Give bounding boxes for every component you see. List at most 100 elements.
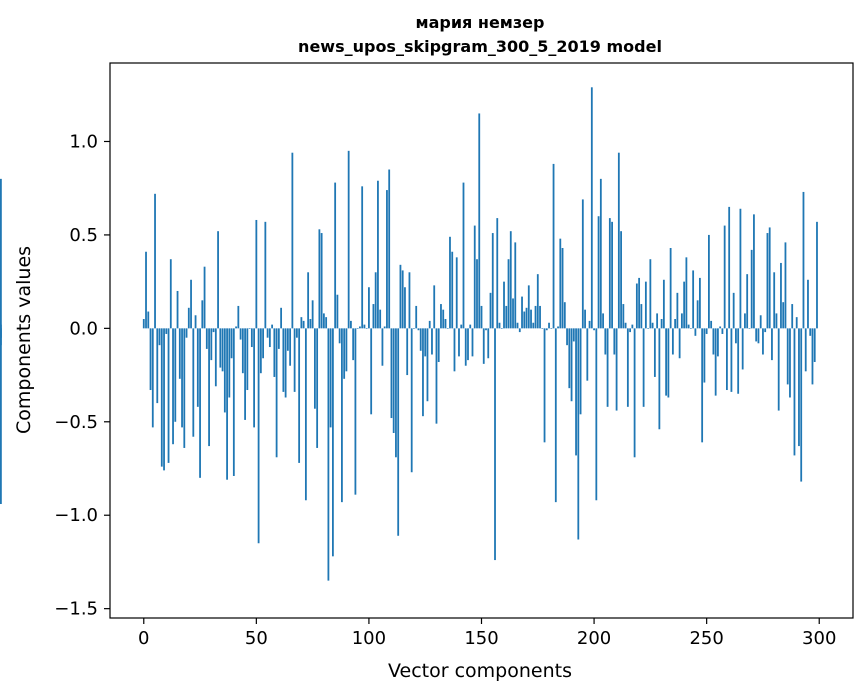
bar-252 bbox=[710, 320, 713, 329]
bar-180 bbox=[548, 322, 550, 329]
bar-117 bbox=[406, 328, 409, 376]
bar-53 bbox=[262, 328, 264, 359]
bar-188 bbox=[566, 328, 568, 346]
bar-13 bbox=[172, 328, 174, 445]
y-tick-label: −0.5 bbox=[54, 412, 98, 433]
bar-224 bbox=[647, 328, 650, 329]
bar-8 bbox=[160, 328, 163, 467]
bar-261 bbox=[730, 328, 733, 392]
bar-206 bbox=[606, 328, 609, 407]
bar-93 bbox=[352, 328, 355, 361]
bar-34 bbox=[219, 328, 222, 368]
bar-157 bbox=[496, 218, 499, 329]
bar-145 bbox=[469, 324, 472, 329]
bar-91 bbox=[347, 150, 350, 329]
bar-36 bbox=[223, 328, 226, 413]
bar-51 bbox=[257, 328, 260, 544]
bar-152 bbox=[485, 328, 487, 331]
bar-198 bbox=[588, 320, 591, 329]
bar-272 bbox=[755, 328, 758, 342]
x-tick-label: 100 bbox=[352, 628, 386, 649]
bar-66 bbox=[291, 152, 294, 329]
bar-10 bbox=[165, 328, 168, 334]
x-tick-label: 0 bbox=[138, 628, 149, 649]
bar-94 bbox=[354, 328, 357, 495]
bar-17 bbox=[181, 328, 183, 428]
bar-277 bbox=[766, 233, 769, 329]
bar-235 bbox=[671, 328, 674, 355]
x-tick-label: 200 bbox=[577, 628, 611, 649]
bar-11 bbox=[167, 328, 170, 463]
bar-96 bbox=[359, 326, 361, 329]
bar-218 bbox=[633, 328, 636, 458]
bar-171 bbox=[527, 285, 530, 329]
bar-208 bbox=[611, 221, 613, 329]
bar-98 bbox=[363, 324, 366, 329]
bar-212 bbox=[620, 231, 622, 329]
bar-298 bbox=[813, 328, 816, 362]
bar-72 bbox=[304, 328, 307, 501]
bar-102 bbox=[372, 304, 375, 329]
bar-287 bbox=[789, 328, 791, 398]
bar-57 bbox=[271, 324, 274, 329]
bar-292 bbox=[800, 328, 803, 482]
bar-263 bbox=[735, 328, 737, 344]
bar-258 bbox=[723, 225, 726, 329]
bar-153 bbox=[487, 328, 490, 359]
bar-70 bbox=[300, 317, 303, 329]
bar-40 bbox=[232, 328, 235, 476]
bar-225 bbox=[649, 259, 652, 329]
bar-2 bbox=[147, 311, 150, 329]
bar-52 bbox=[259, 328, 262, 374]
bar-28 bbox=[205, 328, 208, 349]
bar-241 bbox=[685, 257, 688, 329]
bar-278 bbox=[768, 227, 771, 329]
bar-undefined bbox=[0, 328, 2, 505]
bar-220 bbox=[638, 277, 641, 329]
bar-209 bbox=[613, 328, 616, 355]
bar-77 bbox=[316, 328, 319, 448]
bar-128 bbox=[431, 328, 433, 355]
bar-19 bbox=[185, 328, 188, 338]
bar-201 bbox=[595, 328, 598, 501]
bar-163 bbox=[509, 231, 512, 329]
bar-24 bbox=[196, 328, 199, 407]
bar-141 bbox=[460, 324, 463, 329]
bar-132 bbox=[440, 304, 442, 329]
bar-73 bbox=[307, 272, 310, 329]
bar-16 bbox=[178, 328, 181, 379]
bar-162 bbox=[507, 259, 510, 329]
bar-106 bbox=[381, 328, 384, 366]
bar-90 bbox=[345, 328, 348, 372]
bar-68 bbox=[295, 328, 298, 338]
bar-210 bbox=[615, 328, 618, 411]
bar-86 bbox=[336, 294, 339, 329]
bar-205 bbox=[604, 328, 607, 355]
bar-211 bbox=[617, 152, 620, 329]
bar-184 bbox=[557, 326, 559, 329]
bar-203 bbox=[599, 178, 602, 329]
bar-221 bbox=[640, 304, 643, 329]
bar-165 bbox=[514, 242, 517, 329]
bar-254 bbox=[714, 328, 717, 396]
bar-113 bbox=[397, 328, 400, 536]
bar-297 bbox=[811, 328, 814, 385]
bar-231 bbox=[662, 279, 665, 329]
bar-236 bbox=[674, 319, 677, 329]
bar-242 bbox=[687, 324, 690, 329]
bar-29 bbox=[208, 328, 210, 447]
bar-223 bbox=[644, 281, 647, 329]
x-tick-label: 150 bbox=[464, 628, 498, 649]
bar-92 bbox=[350, 320, 352, 329]
bar-166 bbox=[516, 322, 519, 329]
bar-215 bbox=[626, 328, 629, 407]
bar-64 bbox=[286, 328, 289, 351]
bar-237 bbox=[676, 292, 679, 329]
bar-5 bbox=[154, 193, 156, 329]
bar-192 bbox=[575, 328, 577, 456]
bar-296 bbox=[809, 328, 812, 336]
bar-100 bbox=[368, 287, 370, 329]
y-tick-label: 1.0 bbox=[69, 131, 98, 152]
bar-273 bbox=[757, 328, 760, 344]
bar-3 bbox=[149, 328, 152, 391]
